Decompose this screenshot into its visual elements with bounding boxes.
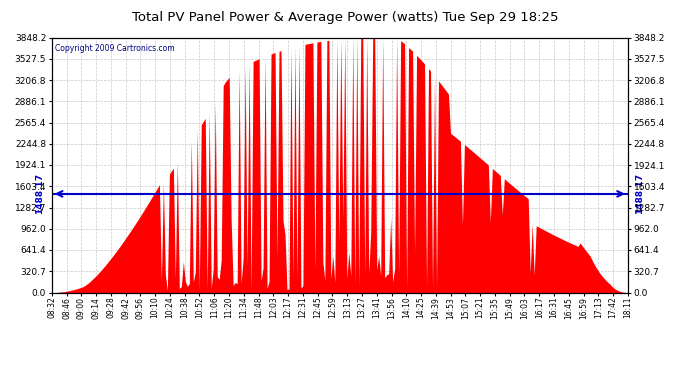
Text: Copyright 2009 Cartronics.com: Copyright 2009 Cartronics.com xyxy=(55,44,175,53)
Text: Total PV Panel Power & Average Power (watts) Tue Sep 29 18:25: Total PV Panel Power & Average Power (wa… xyxy=(132,11,558,24)
Text: 1488.17: 1488.17 xyxy=(35,173,44,214)
Text: 1488.17: 1488.17 xyxy=(635,173,644,214)
